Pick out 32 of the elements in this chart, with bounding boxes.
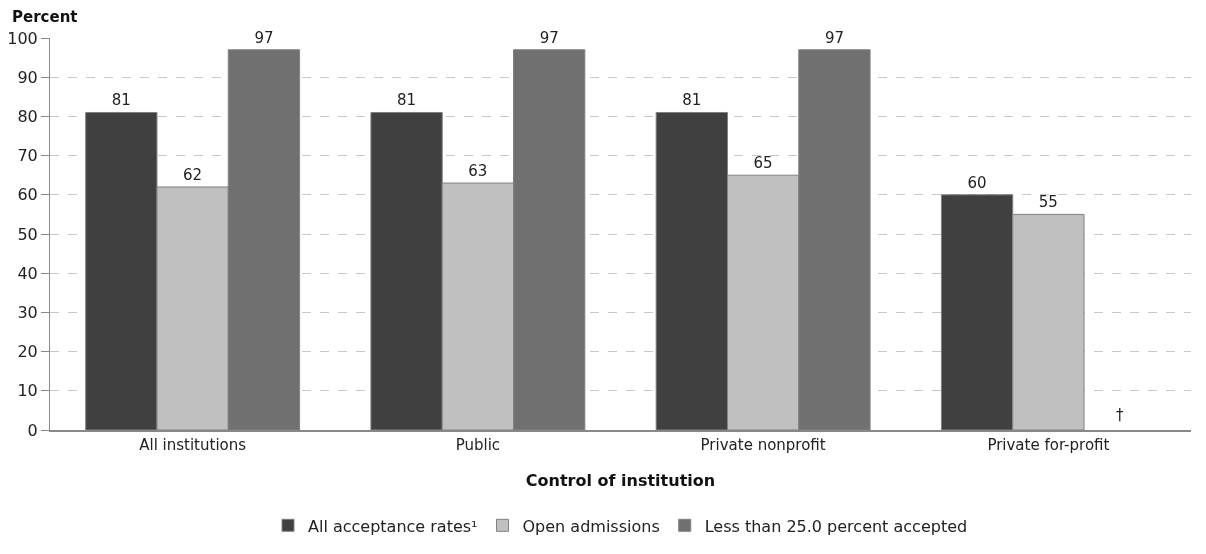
y-tick-label: 70 [17, 146, 38, 166]
data-label: 60 [967, 173, 987, 192]
legend-label: Open admissions [522, 516, 660, 536]
y-tick-label: 10 [17, 381, 38, 401]
data-label: 55 [1038, 193, 1058, 212]
y-tick-label: 60 [17, 185, 38, 205]
x-tick-label: All institutions [139, 436, 247, 454]
data-label: 63 [468, 162, 488, 181]
data-label: 97 [539, 28, 559, 47]
y-tick-label: 100 [7, 28, 38, 48]
y-tick-label: 90 [17, 67, 38, 87]
x-tick-label: Private nonprofit [700, 436, 826, 454]
x-tick-label: Public [455, 436, 501, 454]
data-label: 97 [824, 28, 844, 47]
y-tick-label: 20 [17, 342, 38, 362]
y-axis-title: Percent [12, 8, 78, 26]
data-label: 81 [397, 91, 417, 110]
data-label: 97 [254, 28, 274, 47]
x-tick-label: Private for-profit [987, 436, 1110, 454]
y-tick-label: 30 [17, 303, 38, 322]
data-label: 65 [753, 154, 773, 173]
data-label: 81 [682, 91, 702, 110]
x-axis-title: Control of institution [525, 471, 716, 491]
data-label: 62 [183, 165, 203, 184]
legend-label: Less than 25.0 percent accepted [704, 516, 968, 536]
legend-label: All acceptance rates¹ [308, 516, 478, 536]
y-tick-label: 80 [17, 107, 38, 126]
text: † [1116, 406, 1124, 424]
y-tick-label: 0 [27, 420, 38, 440]
y-tick-label: 40 [17, 263, 38, 283]
data-label: 81 [111, 91, 131, 110]
y-tick-label: 50 [17, 224, 38, 244]
